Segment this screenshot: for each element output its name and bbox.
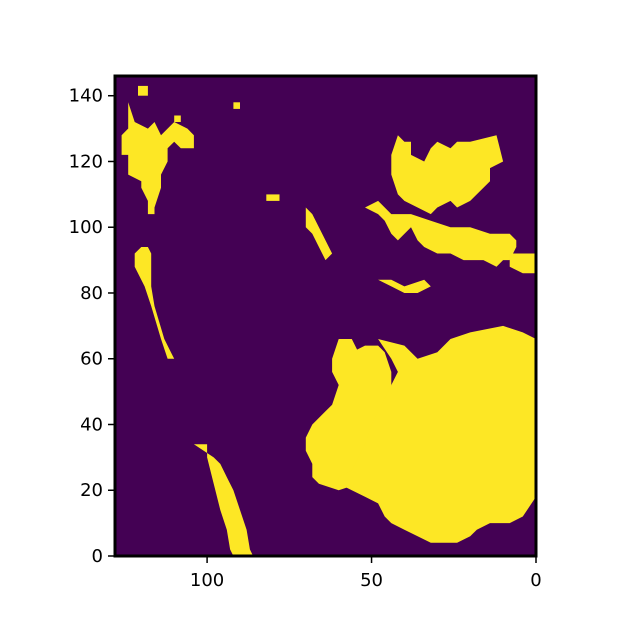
y-tick-label: 100: [69, 217, 103, 238]
y-tick-label: 20: [80, 480, 103, 501]
y-axis: 0 20 40 60 80 100 120 140: [69, 86, 115, 567]
y-tick-label: 120: [69, 151, 103, 172]
land-regions: [121, 85, 536, 556]
y-tick-label: 80: [80, 283, 103, 304]
region-small-island-2: [233, 102, 240, 109]
x-tick-label: 0: [530, 570, 541, 591]
region-small-island-3: [266, 194, 280, 201]
region-iberia-and-mediterranean: [365, 200, 517, 267]
region-north-africa-coast: [378, 279, 431, 293]
x-tick-label: 100: [190, 570, 224, 591]
region-north-america-upper: [138, 85, 148, 96]
region-small-island-1: [174, 115, 181, 122]
y-tick-label: 60: [80, 349, 103, 370]
region-africa-east-body: [338, 325, 536, 543]
y-tick-label: 140: [69, 86, 103, 107]
plot-frame: [113, 74, 538, 558]
region-middle-east-islands: [509, 253, 536, 274]
region-north-america-west-coast: [121, 102, 194, 215]
y-tick-label: 40: [80, 414, 103, 435]
y-tick-label: 0: [92, 546, 103, 567]
x-tick-label: 50: [360, 570, 383, 591]
region-europe-mainland: [391, 135, 504, 215]
region-baja-california: [134, 247, 175, 359]
region-red-sea-islands: [305, 207, 333, 261]
region-south-america-west-coast: [193, 444, 254, 556]
x-axis: 100 50 0: [190, 556, 542, 591]
